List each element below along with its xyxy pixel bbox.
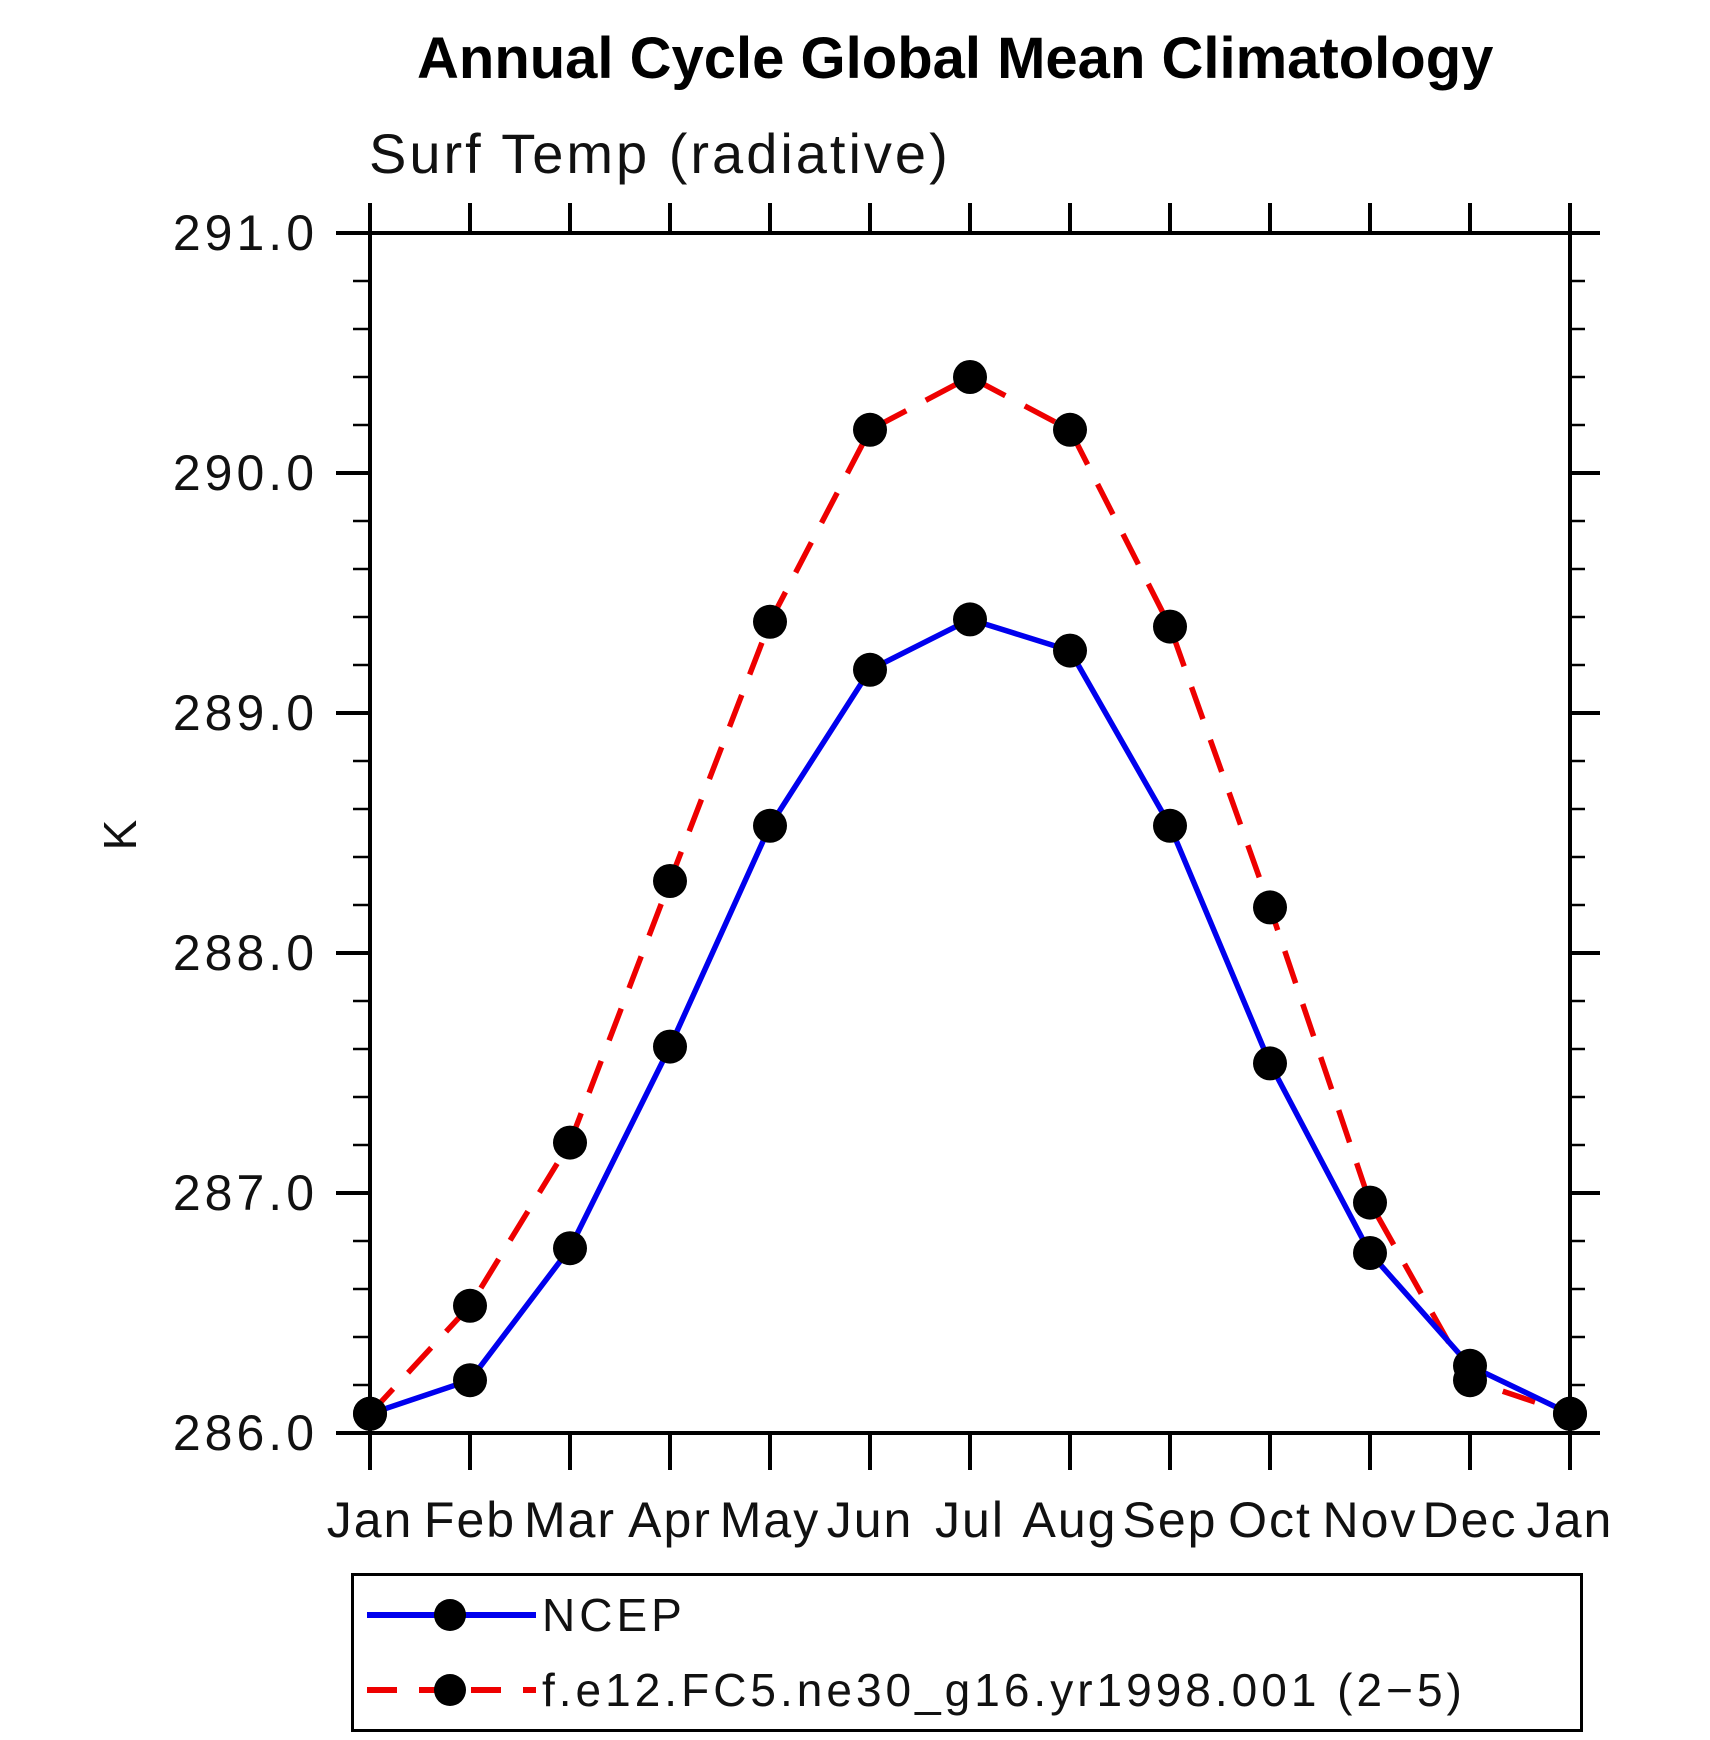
chart-subtitle: Surf Temp (radiative) [369,122,951,185]
ncep-line [369,616,1572,1417]
data-point-dot [1553,1396,1587,1431]
data-point-dot [353,1396,387,1431]
x-tick-label: Mar [524,1492,616,1548]
data-point-dot [653,864,687,898]
model-line [367,374,1571,1417]
y-tick-label: 287.0 [173,1165,318,1221]
data-point-dot [453,1288,487,1323]
data-point-dot [1253,1046,1287,1081]
legend-row-ncep: NCEP [360,1580,1580,1650]
legend-box: NCEP f.e12.FC5.ne30_g16.yr1998.001 (2−5) [351,1573,1583,1732]
legend-label-ncep: NCEP [542,1589,686,1642]
x-tick-label: Jan [327,1492,414,1548]
x-tick-label: May [720,1492,820,1548]
y-tick-label: 291.0 [173,205,318,261]
x-tick-label: Sep [1123,1492,1218,1548]
data-point-dot [553,1125,587,1160]
x-tick-label: Apr [628,1492,712,1548]
data-point-dot [453,1363,487,1398]
x-tick-label: Nov [1323,1492,1418,1548]
x-tick-label: Oct [1228,1492,1312,1548]
data-point-dot [953,360,987,394]
x-tick-label: Feb [424,1492,516,1548]
data-point-dot [1153,808,1187,843]
data-point-dot [1153,609,1187,644]
data-point-dot [753,604,787,639]
data-point-dot [753,808,787,843]
data-point-dot [553,1231,587,1266]
data-point-dot [1353,1185,1387,1220]
data-point-dot [853,412,887,447]
x-tick-label: Dec [1423,1492,1518,1548]
y-tick-label: 288.0 [173,925,318,981]
ncep-line-sample-icon [367,1599,536,1632]
data-point-dot [1453,1363,1487,1398]
data-point-dot [1253,890,1287,925]
x-tick-label: Jul [935,1492,1005,1548]
data-point-dot [653,1029,687,1064]
y-tick-label: 290.0 [173,445,318,501]
legend-label-model: f.e12.FC5.ne30_g16.yr1998.001 (2−5) [542,1663,1466,1716]
y-tick-label: 289.0 [173,685,318,741]
x-tick-label: Jun [827,1492,914,1548]
data-point-dot [1053,633,1087,668]
legend-row-model: f.e12.FC5.ne30_g16.yr1998.001 (2−5) [360,1655,1580,1725]
x-tick-label: Aug [1023,1492,1118,1548]
model-line-sample-icon [367,1673,536,1706]
x-tick-label: Jan [1527,1492,1614,1548]
plot-frame [368,231,1572,1435]
y-tick-label: 286.0 [173,1405,318,1461]
chart-title: Annual Cycle Global Mean Climatology [417,26,1494,91]
data-point-dot [1353,1236,1387,1270]
data-point-dot [1053,412,1087,447]
data-point-dot [853,652,887,687]
data-point-dot [953,602,987,637]
